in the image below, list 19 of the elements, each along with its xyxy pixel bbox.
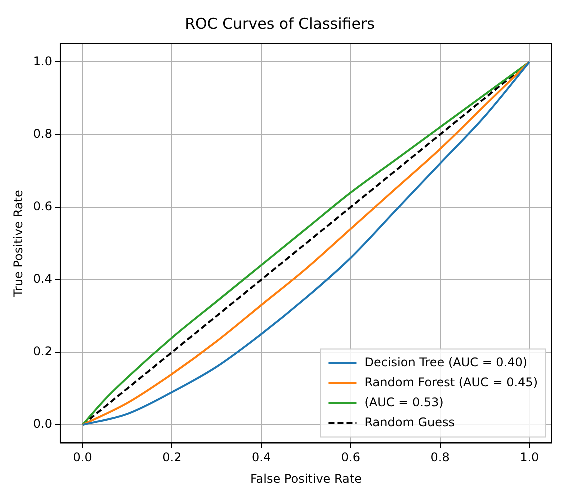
x-tick-label: 1.0 — [520, 450, 540, 465]
legend-label: (AUC = 0.53) — [364, 395, 444, 410]
legend-label: Random Guess — [364, 415, 456, 430]
y-tick-label: 0.2 — [33, 344, 52, 359]
chart-title: ROC Curves of Classifiers — [185, 14, 376, 33]
x-tick-label: 0.6 — [341, 450, 360, 465]
x-tick-label: 0.4 — [252, 450, 272, 465]
x-axis-title: False Positive Rate — [250, 472, 362, 486]
legend-label: Random Forest (AUC = 0.45) — [364, 375, 538, 390]
x-tick-label: 0.8 — [430, 450, 450, 465]
y-axis-title: True Positive Rate — [11, 190, 26, 298]
x-tick-label: 0.2 — [162, 450, 182, 465]
y-tick-label: 0.0 — [33, 417, 52, 432]
y-tick-label: 0.6 — [33, 199, 52, 214]
legend-label: Decision Tree (AUC = 0.40) — [364, 355, 528, 370]
y-tick-label: 0.8 — [33, 126, 52, 141]
y-tick-label: 1.0 — [33, 54, 52, 68]
y-tick-label: 0.4 — [33, 272, 52, 286]
x-tick-label: 0.0 — [73, 450, 92, 465]
